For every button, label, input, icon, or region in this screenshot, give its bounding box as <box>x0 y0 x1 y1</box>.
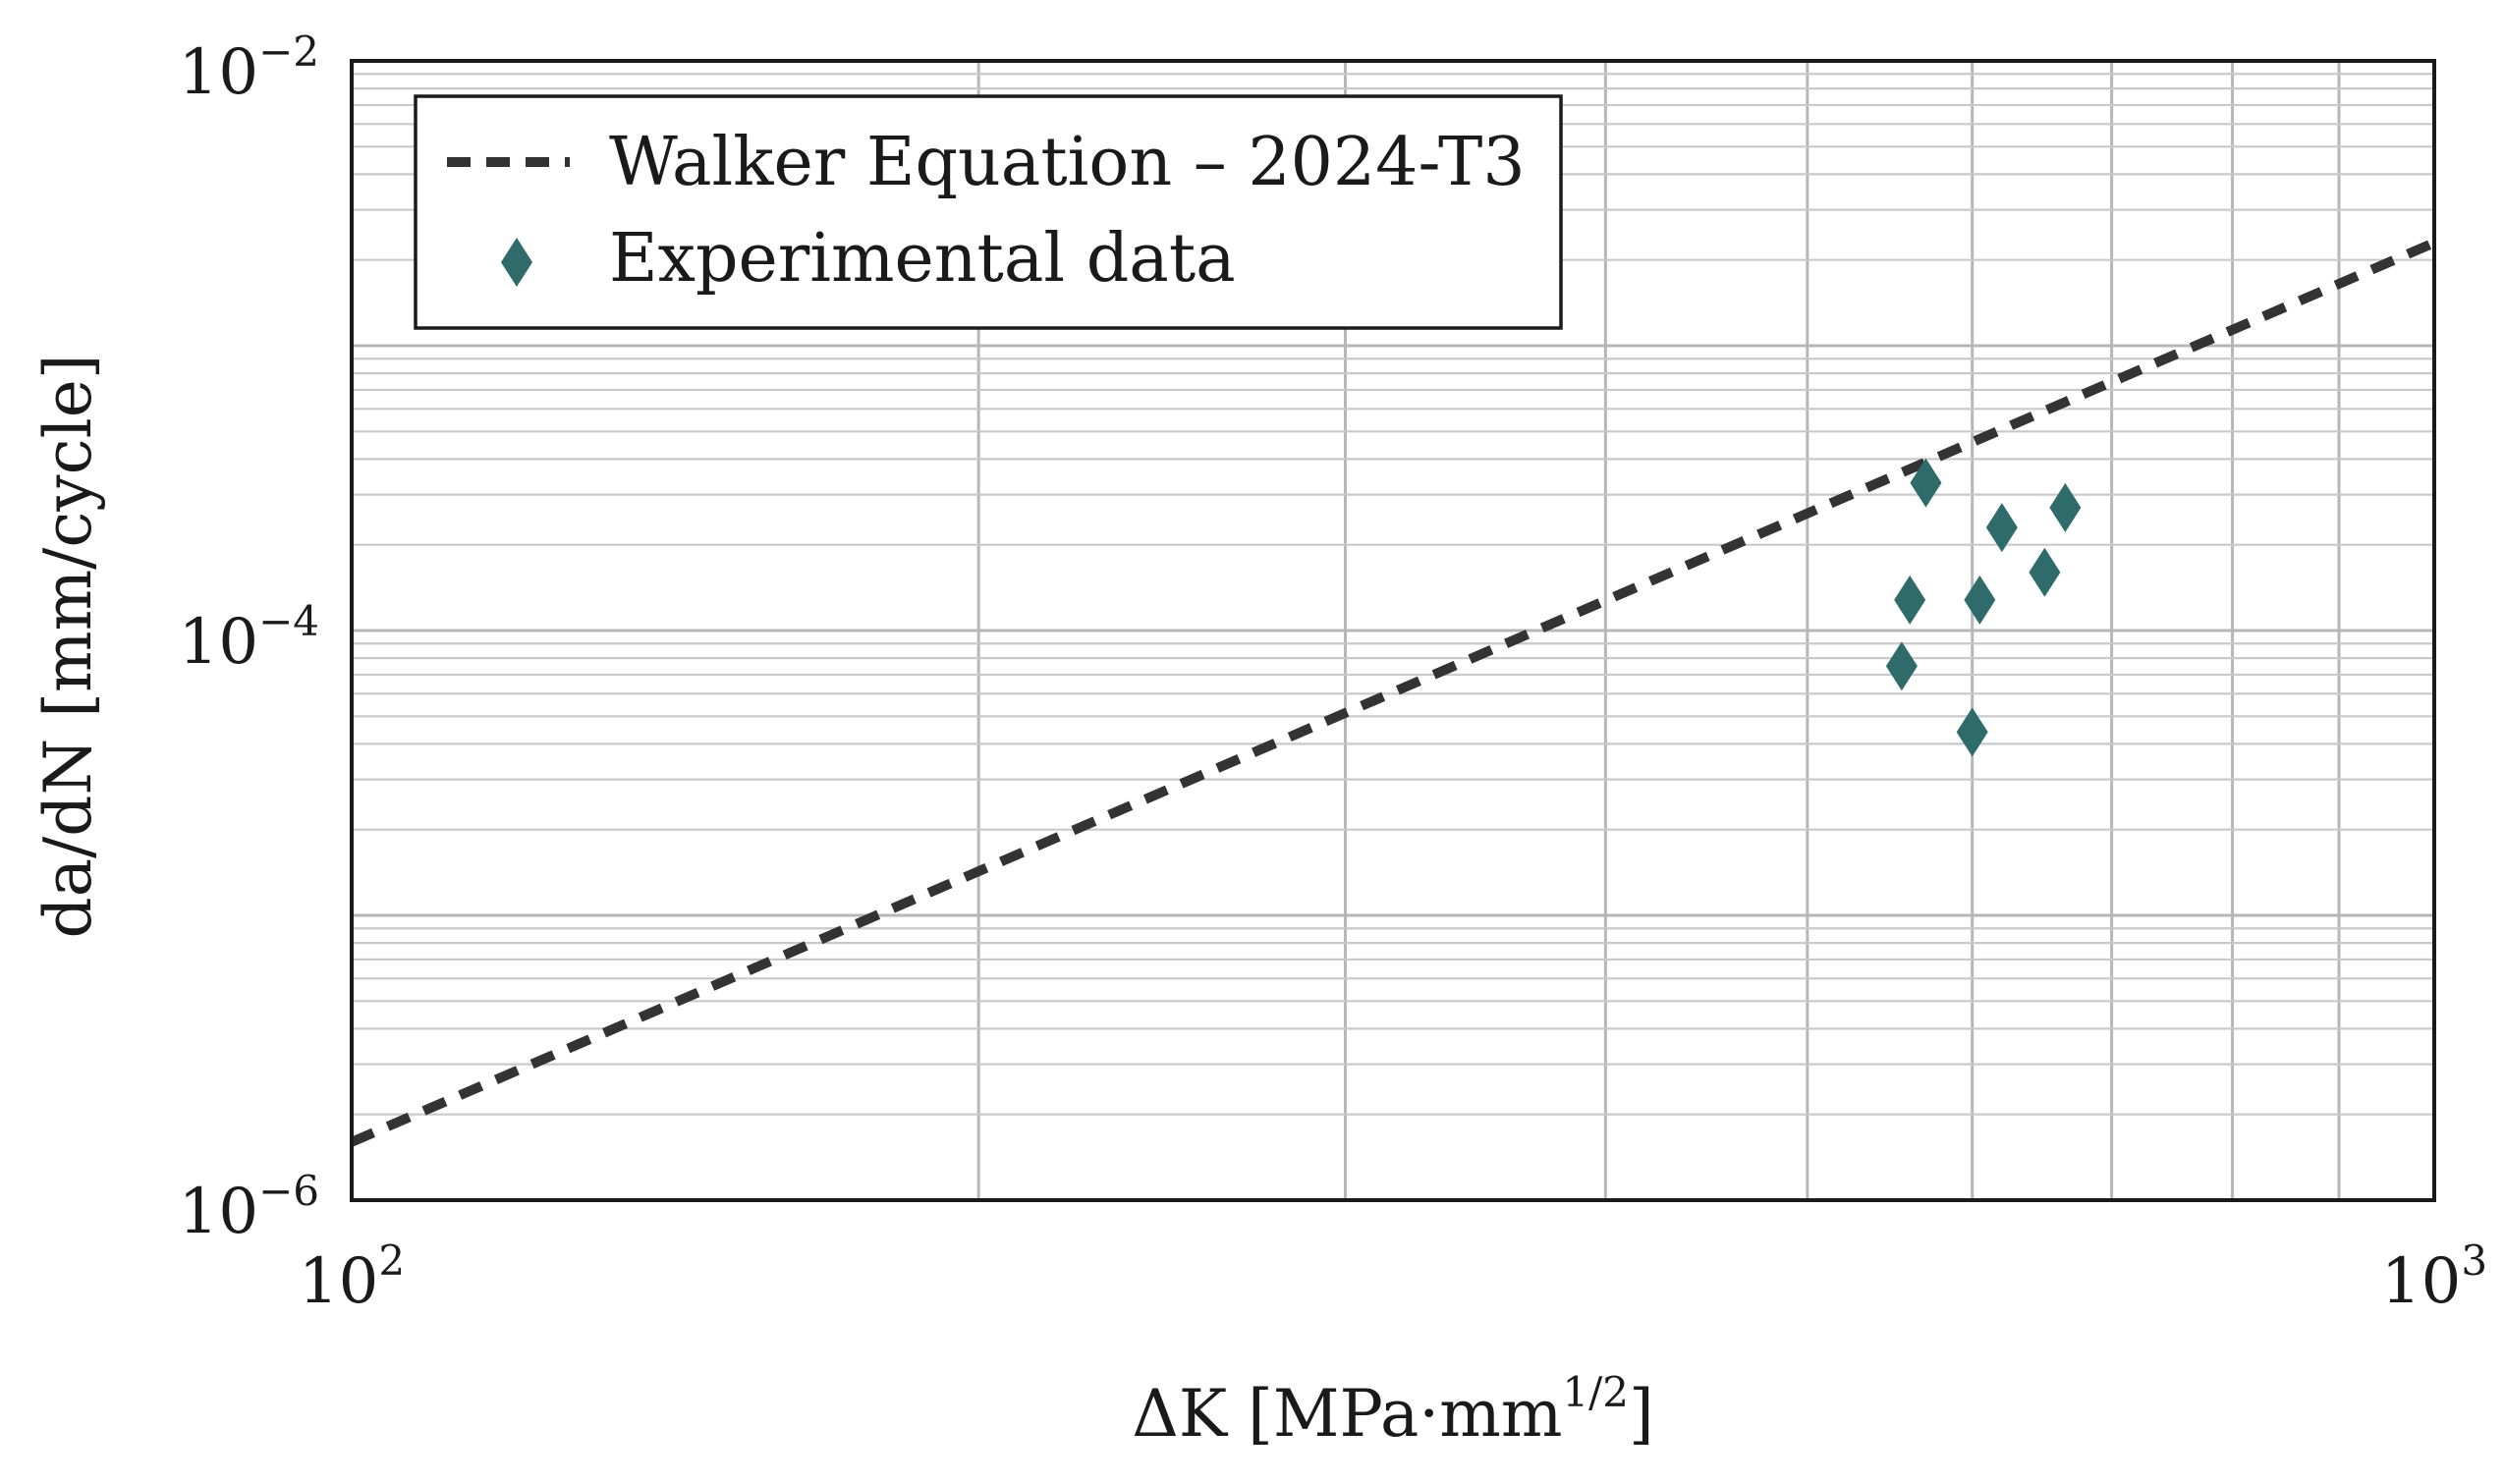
x-tick-label-100: 102 <box>299 1237 405 1318</box>
experimental-data-point <box>1956 707 1988 757</box>
walker-equation-line <box>350 238 2436 1147</box>
y-tick-label-1e-2: 10−2 <box>179 27 319 109</box>
experimental-data-point <box>1964 575 1996 625</box>
legend-diamond-swatch <box>501 238 532 287</box>
experimental-data-point <box>2049 482 2082 532</box>
y-tick-label-1e-4: 10−4 <box>179 597 319 679</box>
plot-frame <box>350 59 2436 1202</box>
walker-equation-series <box>350 238 2436 1147</box>
y-tick-label-1e-6: 10−6 <box>179 1167 319 1248</box>
experimental-data-point <box>1910 458 1942 508</box>
x-tick-label-1000: 103 <box>2381 1237 2487 1318</box>
grid <box>352 61 2434 1200</box>
experimental-data-point <box>1894 575 1926 625</box>
legend-box <box>414 94 1563 330</box>
x-axis-label: ΔK [MPa·mm1/2] <box>1132 1368 1654 1452</box>
legend: Walker Equation – 2024-T3 Experimental d… <box>414 94 1563 330</box>
experimental-data-point <box>1985 503 2018 553</box>
experimental-data-point <box>2029 547 2061 597</box>
experimental-data-point <box>1885 641 1918 691</box>
y-axis-label: da/dN [mm/cycle] <box>30 354 106 938</box>
legend-label-walker: Walker Equation – 2024-T3 <box>609 124 1526 201</box>
experimental-data-series <box>1885 458 2082 757</box>
legend-label-experimental: Experimental data <box>609 220 1236 298</box>
